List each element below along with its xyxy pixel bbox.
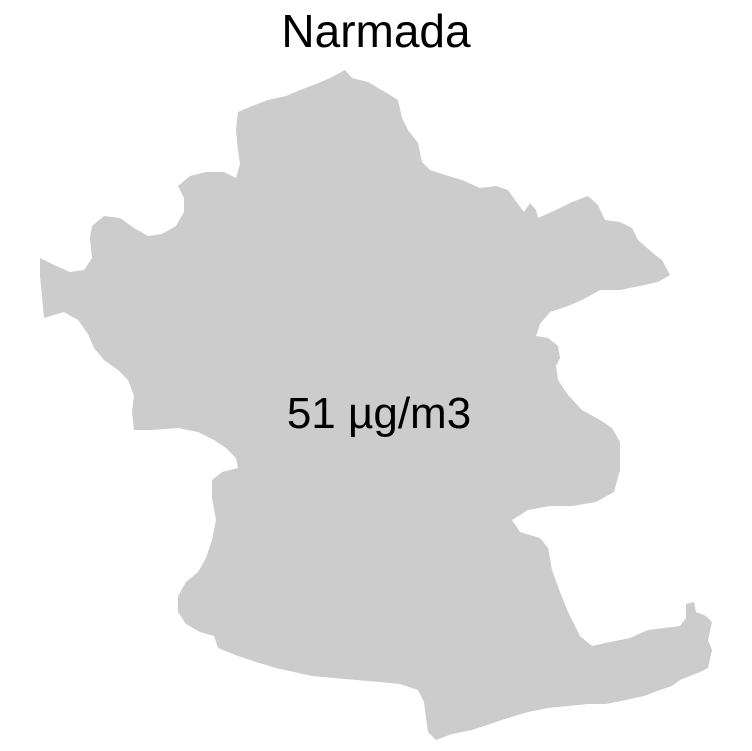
district-shape-narmada <box>40 70 712 740</box>
map-title: Narmada <box>281 5 471 57</box>
air-quality-value-label: 51 µg/m3 <box>287 389 471 438</box>
